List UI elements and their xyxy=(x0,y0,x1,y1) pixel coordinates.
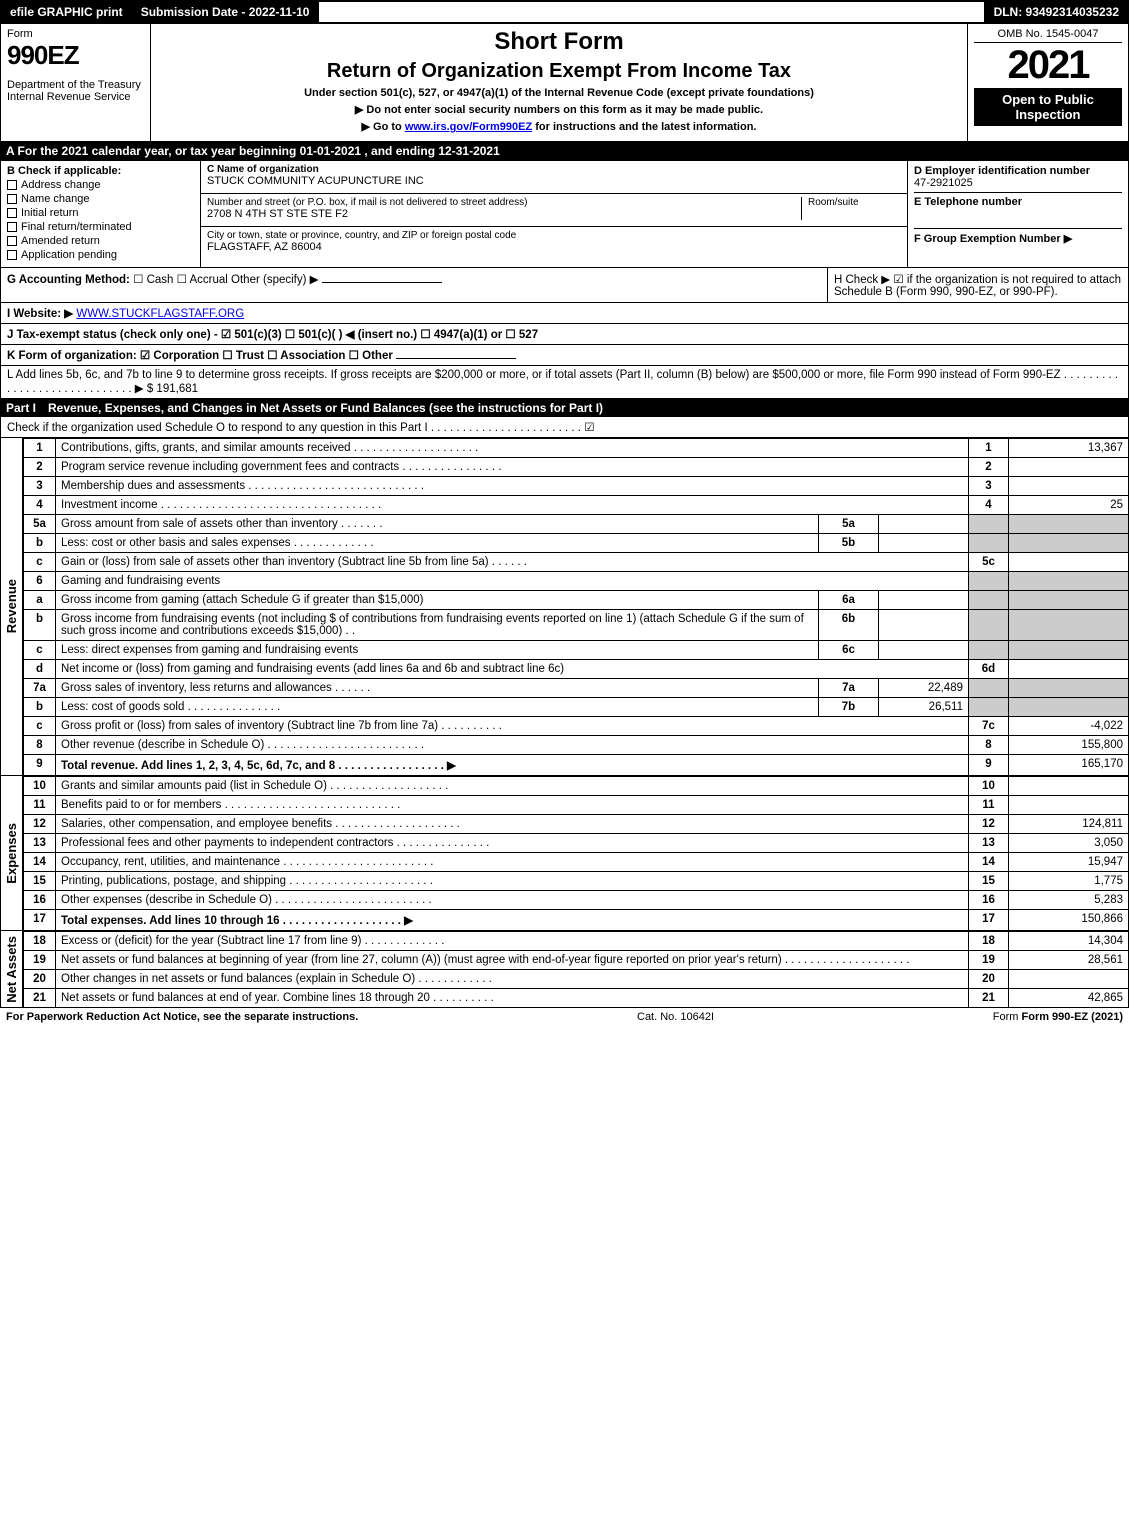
line-20: 20Other changes in net assets or fund ba… xyxy=(24,970,1129,989)
check-address-change[interactable]: Address change xyxy=(7,179,194,191)
expenses-table: 10Grants and similar amounts paid (list … xyxy=(23,776,1129,931)
instruction-1: ▶ Do not enter social security numbers o… xyxy=(159,103,959,116)
net-assets-table: 18Excess or (deficit) for the year (Subt… xyxy=(23,931,1129,1008)
part-1-checkline: Check if the organization used Schedule … xyxy=(0,417,1129,438)
i-label: I Website: ▶ xyxy=(7,308,73,320)
line-1: 1Contributions, gifts, grants, and simil… xyxy=(24,439,1129,458)
footer-right: Form Form 990-EZ (2021) xyxy=(993,1011,1123,1023)
g-options: ☐ Cash ☐ Accrual Other (specify) ▶ xyxy=(133,274,318,286)
title-return: Return of Organization Exempt From Incom… xyxy=(159,60,959,83)
line-9: 9Total revenue. Add lines 1, 2, 3, 4, 5c… xyxy=(24,755,1129,776)
e-label: E Telephone number xyxy=(914,196,1122,208)
line-7c: cGross profit or (loss) from sales of in… xyxy=(24,717,1129,736)
title-short: Short Form xyxy=(159,28,959,56)
website-link[interactable]: WWW.STUCKFLAGSTAFF.ORG xyxy=(76,308,244,320)
row-g-h: G Accounting Method: ☐ Cash ☐ Accrual Ot… xyxy=(0,268,1129,303)
line-5c: cGain or (loss) from sale of assets othe… xyxy=(24,553,1129,572)
line-6b: bGross income from fundraising events (n… xyxy=(24,610,1129,641)
line-13: 13Professional fees and other payments t… xyxy=(24,834,1129,853)
net-assets-section: Net Assets 18Excess or (deficit) for the… xyxy=(0,931,1129,1008)
city-state-zip: FLAGSTAFF, AZ 86004 xyxy=(207,241,901,253)
line-16: 16Other expenses (describe in Schedule O… xyxy=(24,891,1129,910)
b-label: B Check if applicable: xyxy=(7,165,194,177)
line-7b: bLess: cost of goods sold . . . . . . . … xyxy=(24,698,1129,717)
line-2: 2Program service revenue including gover… xyxy=(24,458,1129,477)
line-6: 6Gaming and fundraising events xyxy=(24,572,1129,591)
omb-number: OMB No. 1545-0047 xyxy=(974,28,1122,43)
footer-left: For Paperwork Reduction Act Notice, see … xyxy=(6,1011,358,1023)
efile-label[interactable]: efile GRAPHIC print xyxy=(2,2,133,22)
line-6d: dNet income or (loss) from gaming and fu… xyxy=(24,660,1129,679)
addr-label: Number and street (or P.O. box, if mail … xyxy=(207,197,801,208)
form-label: Form xyxy=(7,28,144,40)
dept-label: Department of the Treasury Internal Reve… xyxy=(7,79,144,103)
check-amended-return[interactable]: Amended return xyxy=(7,235,194,247)
line-18: 18Excess or (deficit) for the year (Subt… xyxy=(24,932,1129,951)
line-19: 19Net assets or fund balances at beginni… xyxy=(24,951,1129,970)
submission-date: Submission Date - 2022-11-10 xyxy=(133,2,320,22)
row-i: I Website: ▶ WWW.STUCKFLAGSTAFF.ORG xyxy=(0,303,1129,324)
expenses-side-label: Expenses xyxy=(4,823,19,884)
check-final-return[interactable]: Final return/terminated xyxy=(7,221,194,233)
revenue-section: Revenue 1Contributions, gifts, grants, a… xyxy=(0,438,1129,776)
row-a: A For the 2021 calendar year, or tax yea… xyxy=(0,142,1129,160)
f-label: F Group Exemption Number ▶ xyxy=(914,232,1122,245)
line-8: 8Other revenue (describe in Schedule O) … xyxy=(24,736,1129,755)
form-number: 990EZ xyxy=(7,40,144,71)
line-17: 17Total expenses. Add lines 10 through 1… xyxy=(24,910,1129,931)
ein-value: 47-2921025 xyxy=(914,177,1122,189)
line-15: 15Printing, publications, postage, and s… xyxy=(24,872,1129,891)
row-k: K Form of organization: ☑ Corporation ☐ … xyxy=(0,345,1129,366)
check-initial-return[interactable]: Initial return xyxy=(7,207,194,219)
instr2-post: for instructions and the latest informat… xyxy=(532,121,756,133)
revenue-table: 1Contributions, gifts, grants, and simil… xyxy=(23,438,1129,776)
instr2-pre: ▶ Go to xyxy=(362,121,405,133)
street-address: 2708 N 4TH ST STE STE F2 xyxy=(207,208,801,220)
line-11: 11Benefits paid to or for members . . . … xyxy=(24,796,1129,815)
tax-year: 2021 xyxy=(974,43,1122,88)
form-header: Form 990EZ Department of the Treasury In… xyxy=(0,24,1129,142)
j-label: J Tax-exempt status (check only one) - ☑… xyxy=(7,329,538,341)
check-name-change[interactable]: Name change xyxy=(7,193,194,205)
h-label: H Check ▶ ☑ if the organization is not r… xyxy=(828,268,1128,302)
g-label: G Accounting Method: xyxy=(7,274,130,286)
l-text: L Add lines 5b, 6c, and 7b to line 9 to … xyxy=(7,369,1118,395)
line-6c: cLess: direct expenses from gaming and f… xyxy=(24,641,1129,660)
footer-mid: Cat. No. 10642I xyxy=(637,1011,714,1023)
subtitle: Under section 501(c), 527, or 4947(a)(1)… xyxy=(159,87,959,99)
line-10: 10Grants and similar amounts paid (list … xyxy=(24,777,1129,796)
net-assets-side-label: Net Assets xyxy=(4,936,19,1003)
expenses-section: Expenses 10Grants and similar amounts pa… xyxy=(0,776,1129,931)
line-4: 4Investment income . . . . . . . . . . .… xyxy=(24,496,1129,515)
city-label: City or town, state or province, country… xyxy=(207,230,901,241)
check-application-pending[interactable]: Application pending xyxy=(7,249,194,261)
line-6a: aGross income from gaming (attach Schedu… xyxy=(24,591,1129,610)
line-21: 21Net assets or fund balances at end of … xyxy=(24,989,1129,1008)
instruction-2: ▶ Go to www.irs.gov/Form990EZ for instru… xyxy=(159,120,959,133)
inspection-label: Open to Public Inspection xyxy=(974,88,1122,126)
line-5b: bLess: cost or other basis and sales exp… xyxy=(24,534,1129,553)
org-name: STUCK COMMUNITY ACUPUNCTURE INC xyxy=(207,175,901,187)
line-5a: 5aGross amount from sale of assets other… xyxy=(24,515,1129,534)
d-label: D Employer identification number xyxy=(914,165,1122,177)
line-14: 14Occupancy, rent, utilities, and mainte… xyxy=(24,853,1129,872)
c-label: C Name of organization xyxy=(207,164,901,175)
room-label: Room/suite xyxy=(808,197,901,208)
line-3: 3Membership dues and assessments . . . .… xyxy=(24,477,1129,496)
part-1-heading: Revenue, Expenses, and Changes in Net As… xyxy=(48,401,603,415)
dln-label: DLN: 93492314035232 xyxy=(986,2,1127,22)
revenue-side-label: Revenue xyxy=(4,579,19,633)
irs-link[interactable]: www.irs.gov/Form990EZ xyxy=(405,121,532,133)
top-bar: efile GRAPHIC print Submission Date - 20… xyxy=(0,0,1129,24)
section-b-c-d: B Check if applicable: Address change Na… xyxy=(0,160,1129,268)
part-1-header: Part I Revenue, Expenses, and Changes in… xyxy=(0,399,1129,417)
line-12: 12Salaries, other compensation, and empl… xyxy=(24,815,1129,834)
row-j: J Tax-exempt status (check only one) - ☑… xyxy=(0,324,1129,345)
row-l: L Add lines 5b, 6c, and 7b to line 9 to … xyxy=(0,366,1129,399)
part-1-label: Part I xyxy=(6,401,36,415)
line-7a: 7aGross sales of inventory, less returns… xyxy=(24,679,1129,698)
page-footer: For Paperwork Reduction Act Notice, see … xyxy=(0,1008,1129,1026)
k-label: K Form of organization: ☑ Corporation ☐ … xyxy=(7,350,393,362)
